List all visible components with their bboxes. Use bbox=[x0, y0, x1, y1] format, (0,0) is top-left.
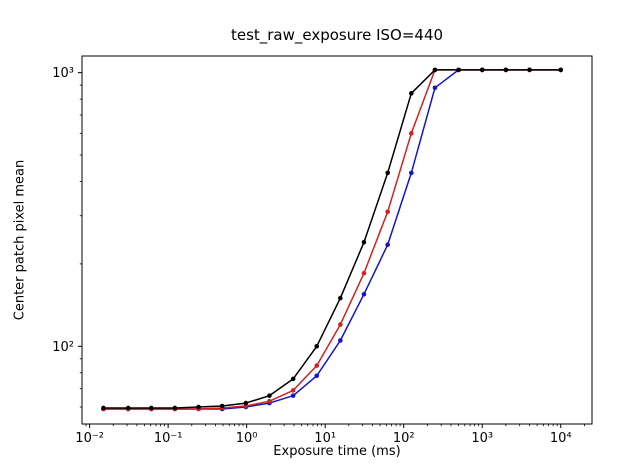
x-tick-label: 10² bbox=[393, 431, 415, 446]
red-channel-marker bbox=[267, 398, 272, 404]
black-channel-marker bbox=[172, 405, 178, 411]
red-channel-marker bbox=[409, 131, 414, 136]
blue-channel-marker bbox=[290, 393, 296, 398]
blue-channel-marker bbox=[409, 170, 414, 176]
black-channel-line bbox=[103, 69, 561, 409]
x-tick-label: 10¹ bbox=[314, 431, 336, 446]
blue-channel-line bbox=[103, 69, 561, 410]
black-channel-marker bbox=[409, 91, 414, 96]
black-channel-marker bbox=[148, 405, 154, 411]
black-channel-marker bbox=[101, 405, 106, 411]
red-channel-marker bbox=[385, 209, 390, 215]
red-channel-marker bbox=[290, 388, 296, 393]
chart-title: test_raw_exposure ISO=440 bbox=[230, 26, 444, 44]
black-channel-marker bbox=[196, 404, 201, 410]
black-channel-marker bbox=[558, 67, 564, 73]
black-channel-marker bbox=[338, 295, 343, 301]
blue-channel-marker bbox=[338, 338, 343, 343]
red-channel-line bbox=[103, 69, 561, 410]
x-tick-label: 10⁻² bbox=[75, 431, 104, 446]
x-tick-label: 10³ bbox=[471, 431, 493, 446]
black-channel-marker bbox=[456, 67, 461, 73]
y-axis-label: Center patch pixel mean bbox=[12, 159, 28, 321]
black-channel-marker bbox=[314, 343, 320, 349]
red-channel-marker bbox=[361, 270, 367, 276]
black-channel-marker bbox=[479, 67, 485, 73]
black-channel-marker bbox=[361, 239, 367, 245]
black-channel-marker bbox=[267, 393, 272, 398]
x-tick-label: 10⁻¹ bbox=[154, 431, 183, 446]
blue-channel-marker bbox=[432, 85, 438, 91]
x-axis-label: Exposure time (ms) bbox=[273, 444, 401, 459]
red-channel-marker bbox=[314, 363, 320, 368]
y-tick-label: 10² bbox=[52, 340, 74, 355]
black-channel-marker bbox=[527, 67, 532, 73]
axes-frame bbox=[81, 55, 593, 425]
y-tick-label: 10³ bbox=[52, 66, 74, 81]
black-channel-marker bbox=[432, 67, 438, 73]
blue-channel-marker bbox=[385, 242, 390, 248]
blue-channel-marker bbox=[314, 373, 320, 379]
black-channel-marker bbox=[243, 400, 249, 406]
black-channel-marker bbox=[503, 67, 509, 73]
black-channel-marker bbox=[385, 170, 390, 176]
red-channel-marker bbox=[338, 322, 343, 327]
black-channel-marker bbox=[125, 405, 131, 411]
black-channel-marker bbox=[290, 376, 296, 382]
black-channel-marker bbox=[219, 403, 225, 409]
x-tick-label: 10⁰ bbox=[236, 431, 258, 446]
blue-channel-marker bbox=[361, 291, 367, 297]
x-tick-label: 10⁴ bbox=[550, 431, 572, 446]
